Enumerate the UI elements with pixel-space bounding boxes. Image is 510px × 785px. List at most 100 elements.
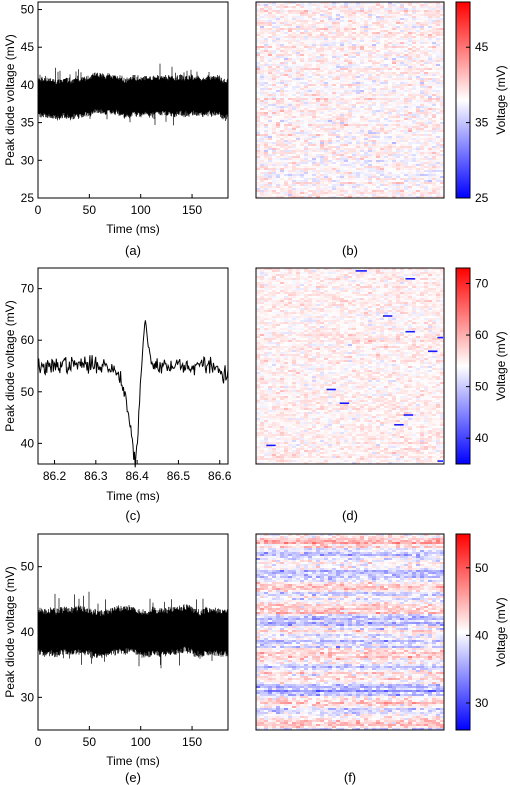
- heatmap-cell: [356, 194, 361, 197]
- heatmap-cell: [440, 98, 445, 101]
- heatmap-cell: [304, 58, 309, 61]
- heatmap-cell: [436, 50, 441, 53]
- heatmap-cell: [368, 60, 373, 63]
- heatmap-cell: [412, 40, 417, 43]
- heatmap-cell: [284, 178, 289, 181]
- heatmap-cell: [424, 110, 429, 113]
- heatmap-cell: [368, 92, 373, 95]
- heatmap-cell: [292, 182, 297, 185]
- heatmap-cell: [400, 22, 405, 25]
- heatmap-cell: [324, 116, 329, 119]
- heatmap-cell: [400, 148, 405, 151]
- heatmap-cell: [388, 8, 393, 11]
- heatmap-cell: [288, 66, 293, 69]
- heatmap-cell: [268, 50, 273, 53]
- heatmap-cell: [432, 12, 437, 15]
- heatmap-cell: [340, 14, 345, 17]
- heatmap-cell: [280, 144, 285, 147]
- heatmap-cell: [276, 110, 281, 113]
- heatmap-cell: [256, 70, 261, 73]
- heatmap-cell: [408, 180, 413, 183]
- heatmap-cell: [260, 62, 265, 65]
- heatmap-cell: [424, 82, 429, 85]
- heatmap-cell: [356, 116, 361, 119]
- heatmap-cell: [312, 22, 317, 25]
- heatmap-cell: [352, 32, 357, 35]
- heatmap-cell: [420, 168, 425, 171]
- heatmap-cell: [380, 138, 385, 141]
- heatmap-cell: [396, 272, 401, 275]
- heatmap-cell: [412, 20, 417, 23]
- heatmap-cell: [368, 194, 373, 197]
- heatmap-cell: [436, 108, 441, 111]
- heatmap-cell: [404, 190, 409, 193]
- heatmap-cell: [432, 178, 437, 181]
- heatmap-cell: [292, 72, 297, 75]
- heatmap-cell: [428, 80, 433, 83]
- heatmap-cell: [400, 106, 405, 109]
- heatmap-cell: [308, 70, 313, 73]
- heatmap-cell: [332, 158, 337, 161]
- heatmap-cell: [324, 58, 329, 61]
- heatmap-cell: [380, 136, 385, 139]
- heatmap-cell: [292, 152, 297, 155]
- heatmap-cell: [416, 26, 421, 29]
- heatmap-cell: [416, 194, 421, 197]
- heatmap-cell: [392, 122, 397, 125]
- heatmap-cell: [408, 276, 413, 279]
- heatmap-cell: [276, 156, 281, 159]
- heatmap-cell: [376, 84, 381, 87]
- heatmap-cell: [388, 156, 393, 159]
- heatmap-cell: [424, 88, 429, 91]
- heatmap-cell: [396, 54, 401, 57]
- heatmap-cell: [296, 136, 301, 139]
- heatmap-cell: [276, 144, 281, 147]
- heatmap-cell: [300, 156, 305, 159]
- heatmap-cell: [408, 86, 413, 89]
- heatmap-cell: [288, 90, 293, 93]
- heatmap-cell: [264, 188, 269, 191]
- heatmap-cell: [284, 106, 289, 109]
- heatmap-cell: [348, 46, 353, 49]
- heatmap-cell: [292, 154, 297, 157]
- heatmap-cell: [380, 102, 385, 105]
- heatmap-cell: [356, 166, 361, 169]
- heatmap-cell: [348, 150, 353, 153]
- heatmap-cell: [268, 194, 273, 197]
- heatmap-cell: [376, 186, 381, 189]
- heatmap-cell: [288, 80, 293, 83]
- heatmap-cell: [324, 136, 329, 139]
- heatmap-cell: [336, 82, 341, 85]
- heatmap-cell: [432, 130, 437, 133]
- heatmap-cell: [292, 28, 297, 31]
- y-tick-label: 60: [21, 333, 35, 347]
- heatmap-cell: [256, 60, 261, 63]
- heatmap-cell: [348, 74, 353, 77]
- heatmap-cell: [280, 58, 285, 61]
- heatmap-cell: [320, 158, 325, 161]
- heatmap-cell: [440, 50, 445, 53]
- heatmap-cell: [436, 16, 441, 19]
- heatmap-cell: [272, 8, 277, 11]
- heatmap-cell: [352, 128, 357, 131]
- heatmap-cell: [260, 110, 265, 113]
- heatmap-cell: [424, 54, 429, 57]
- heatmap-cell: [292, 96, 297, 99]
- heatmap-cell: [436, 32, 441, 35]
- heatmap-cell: [312, 280, 317, 283]
- heatmap-cell: [328, 192, 333, 195]
- heatmap-cell: [416, 148, 421, 151]
- heatmap-cell: [272, 68, 277, 71]
- heatmap-cell: [392, 276, 397, 279]
- heatmap-cell: [360, 130, 365, 133]
- heatmap-cell: [348, 186, 353, 189]
- heatmap-cell: [408, 104, 413, 107]
- heatmap-cell: [428, 14, 433, 17]
- heatmap-cell: [312, 96, 317, 99]
- heatmap-cell: [284, 86, 289, 89]
- heatmap-cell: [412, 94, 417, 97]
- heatmap-cell: [276, 146, 281, 149]
- heatmap-cell: [336, 188, 341, 191]
- heatmap-cell: [388, 176, 393, 179]
